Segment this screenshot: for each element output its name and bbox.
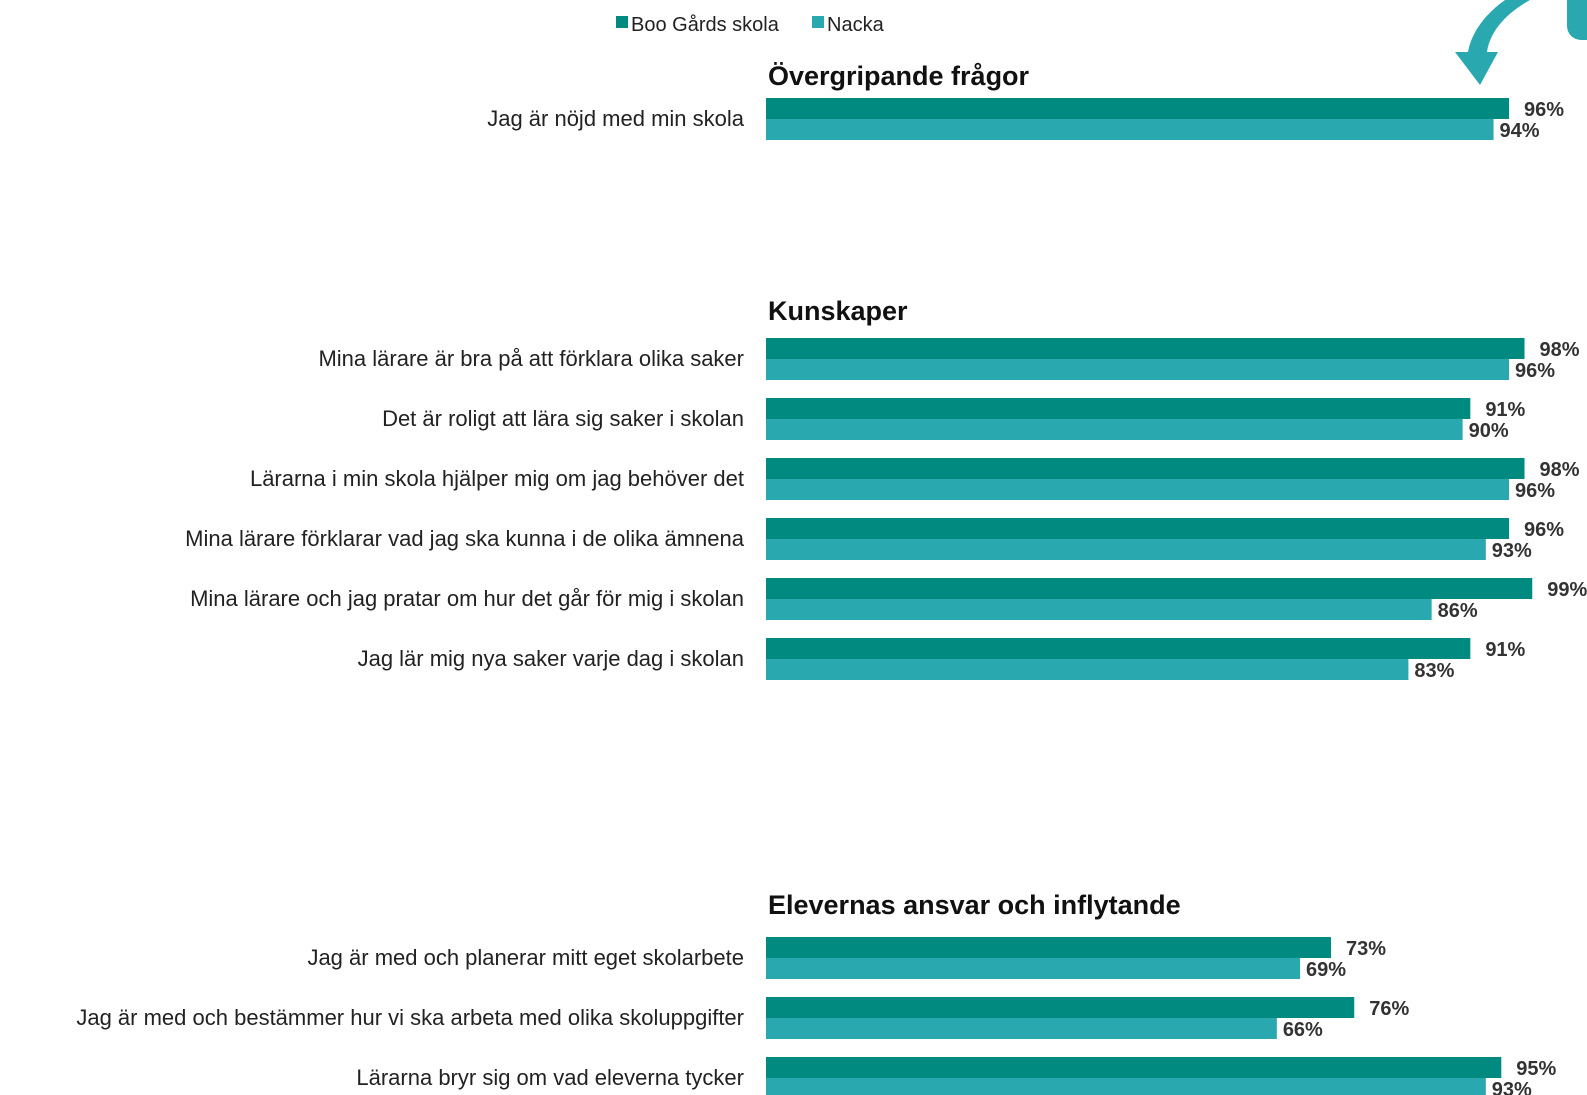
bar-school: [766, 98, 1510, 119]
question-label: Jag är med och planerar mitt eget skolar…: [307, 945, 744, 970]
question-label: Jag lär mig nya saker varje dag i skolan: [358, 646, 744, 671]
value-label-municipality: 96%: [1515, 480, 1555, 502]
bar-municipality: [766, 119, 1494, 140]
bar-school: [766, 937, 1332, 958]
bar-municipality: [766, 1018, 1277, 1039]
value-label-school: 96%: [1524, 519, 1564, 541]
value-label-school: 91%: [1485, 639, 1525, 661]
value-label-school: 96%: [1524, 99, 1564, 121]
bar-school: [766, 518, 1510, 539]
bar-school: [766, 338, 1525, 359]
question-label: Mina lärare och jag pratar om hur det gå…: [190, 586, 744, 611]
bar-school: [766, 1057, 1502, 1078]
value-label-municipality: 96%: [1515, 360, 1555, 382]
bar-municipality: [766, 599, 1432, 620]
value-label-municipality: 69%: [1306, 959, 1346, 981]
bar-school: [766, 638, 1471, 659]
value-label-school: 91%: [1485, 399, 1525, 421]
value-label-municipality: 93%: [1492, 1079, 1532, 1095]
value-label-school: 99%: [1547, 579, 1587, 601]
value-label-school: 73%: [1346, 938, 1386, 960]
value-label-municipality: 93%: [1492, 540, 1532, 562]
question-label: Det är roligt att lära sig saker i skola…: [382, 406, 744, 431]
corner-tab: [1567, 0, 1587, 40]
question-label: Jag är med och bestämmer hur vi ska arbe…: [76, 1005, 744, 1030]
legend: Boo Gårds skola Nacka: [616, 14, 885, 36]
bar-municipality: [766, 359, 1510, 380]
value-label-municipality: 86%: [1438, 600, 1478, 622]
bar-school: [766, 997, 1355, 1018]
value-label-school: 98%: [1540, 459, 1580, 481]
legend-label-school: Boo Gårds skola: [631, 14, 780, 36]
bar-school: [766, 398, 1471, 419]
bar-municipality: [766, 958, 1301, 979]
arrow-down-icon: [1455, 0, 1530, 85]
value-label-school: 95%: [1516, 1058, 1556, 1080]
bar-school: [766, 458, 1525, 479]
legend-swatch-school: [616, 16, 628, 28]
bar-municipality: [766, 659, 1409, 680]
question-label: Mina lärare förklarar vad jag ska kunna …: [185, 526, 745, 551]
chart-sections: Övergripande frågor Jag är nöjd med min s…: [76, 61, 1587, 1095]
question-label: Mina lärare är bra på att förklara olika…: [318, 346, 744, 371]
question-label: Lärarna bryr sig om vad eleverna tycker: [356, 1065, 744, 1090]
bar-school: [766, 578, 1533, 599]
question-label: Lärarna i min skola hjälper mig om jag b…: [250, 466, 744, 491]
section-title: Kunskaper: [768, 296, 908, 326]
value-label-school: 98%: [1540, 339, 1580, 361]
question-label: Jag är nöjd med min skola: [487, 106, 745, 131]
bar-municipality: [766, 539, 1486, 560]
section-title: Övergripande frågor: [768, 61, 1030, 91]
value-label-municipality: 90%: [1469, 420, 1509, 442]
value-label-school: 76%: [1369, 998, 1409, 1020]
section-title: Elevernas ansvar och inflytande: [768, 890, 1181, 920]
value-label-municipality: 94%: [1500, 120, 1540, 142]
bar-municipality: [766, 479, 1510, 500]
bar-municipality: [766, 419, 1463, 440]
value-label-municipality: 83%: [1414, 660, 1454, 682]
bar-municipality: [766, 1078, 1486, 1095]
value-label-municipality: 66%: [1283, 1019, 1323, 1041]
legend-label-municipality: Nacka: [827, 14, 885, 36]
legend-swatch-municipality: [812, 16, 824, 28]
